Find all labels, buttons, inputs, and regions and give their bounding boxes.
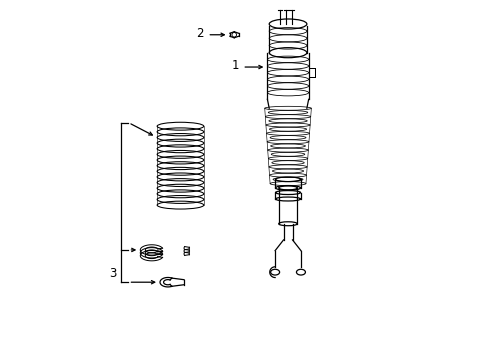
Text: 2: 2 — [196, 27, 204, 40]
Text: 1: 1 — [231, 59, 239, 72]
Text: 3: 3 — [110, 267, 117, 280]
